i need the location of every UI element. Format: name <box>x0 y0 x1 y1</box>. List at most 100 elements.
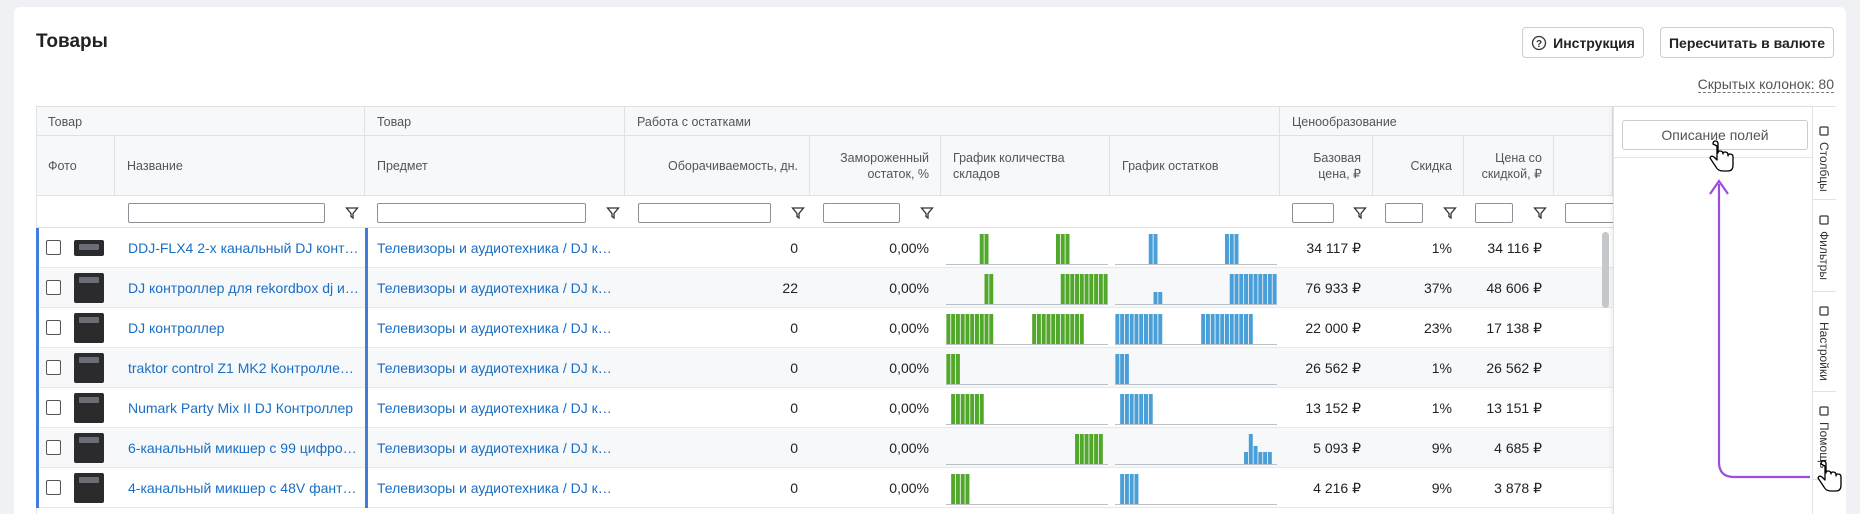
filter-input[interactable] <box>638 203 771 223</box>
row-checkbox[interactable] <box>46 360 61 375</box>
panel-tab[interactable]: Помощь <box>1812 396 1836 480</box>
table-row <box>37 308 1613 348</box>
sparkline <box>1115 234 1277 265</box>
sparkline-bar <box>1115 314 1120 344</box>
panel-tab-label: Настройки <box>1817 322 1831 381</box>
base-price: 5 093 ₽ <box>1313 439 1361 456</box>
sparkline-bar <box>989 314 994 344</box>
frozen-stock: 0,00% <box>889 400 929 416</box>
row-checkbox[interactable] <box>46 480 61 495</box>
product-name[interactable]: 6-канальный микшер с 99 цифро… <box>128 440 357 456</box>
sparkline <box>1115 314 1277 345</box>
filter-input[interactable] <box>377 203 586 223</box>
sparkline-bar <box>1051 314 1056 344</box>
row-checkbox[interactable] <box>46 440 61 455</box>
hidden-columns-link[interactable]: Скрытых колонок: 80 <box>1697 76 1834 93</box>
row-marker <box>365 268 368 308</box>
discount: 23% <box>1423 320 1452 336</box>
filter-icon <box>791 207 805 220</box>
column-header: Оборачиваемость, дн. <box>625 136 810 196</box>
base-price: 13 152 ₽ <box>1305 399 1361 416</box>
filter-icon <box>1353 207 1367 220</box>
sparkline-bar <box>1124 474 1129 504</box>
product-photo <box>74 473 104 503</box>
sparkline-bar <box>1224 234 1229 264</box>
discount: 37% <box>1423 280 1452 296</box>
group-header: Товар <box>36 107 365 136</box>
sparkline-bar <box>1143 394 1148 424</box>
tab-icon <box>1819 306 1829 316</box>
sparkline-bar <box>1134 314 1139 344</box>
sparkline-bar <box>1046 314 1051 344</box>
sparkline-bar <box>1139 314 1144 344</box>
sparkline-bar <box>960 394 965 424</box>
panel-tab[interactable]: Настройки <box>1812 296 1836 392</box>
sparkline-bar <box>955 314 960 344</box>
table-row <box>37 468 1613 508</box>
sparkline-bar <box>1055 234 1060 264</box>
base-price: 26 562 ₽ <box>1305 359 1361 376</box>
row-marker <box>365 468 368 508</box>
sparkline-bar <box>1075 434 1080 464</box>
base-price: 4 216 ₽ <box>1313 479 1361 496</box>
frozen-stock: 0,00% <box>889 360 929 376</box>
product-photo <box>74 393 104 423</box>
base-price: 76 933 ₽ <box>1305 279 1361 296</box>
table-row <box>37 388 1613 428</box>
row-checkbox[interactable] <box>46 320 61 335</box>
product-name[interactable]: DDJ-FLX4 2-х канальный DJ конт… <box>128 240 359 256</box>
row-marker <box>36 268 39 308</box>
filter-icon-shape <box>1443 207 1457 220</box>
sparkline-bar <box>1124 314 1129 344</box>
sparkline-bar <box>1120 354 1125 384</box>
product-name[interactable]: traktor control Z1 MK2 Контролле… <box>128 360 354 376</box>
sparkline-bar <box>1098 274 1103 304</box>
panel-divider <box>1613 157 1812 158</box>
sparkline-bar <box>965 394 970 424</box>
sparkline-bar <box>1239 314 1244 344</box>
turnover: 0 <box>790 440 798 456</box>
sparkline-bar <box>1272 274 1277 304</box>
row-checkbox[interactable] <box>46 240 61 255</box>
product-name[interactable]: DJ контроллер <box>128 320 225 336</box>
filter-input[interactable] <box>1292 203 1334 223</box>
discount-price: 34 116 ₽ <box>1487 239 1542 256</box>
panel-tab-label: Столбцы <box>1817 141 1831 192</box>
filter-icon-shape <box>606 207 620 220</box>
sparkline-bar <box>1134 474 1139 504</box>
filter-input[interactable] <box>128 203 325 223</box>
sparkline-bar <box>1248 434 1253 464</box>
sparkline <box>946 274 1108 305</box>
sparkline-bar <box>1253 274 1258 304</box>
table-row <box>37 428 1613 468</box>
filter-input[interactable] <box>1385 203 1423 223</box>
field-description-button[interactable]: Описание полей <box>1622 120 1808 150</box>
help-button[interactable]: ? Инструкция <box>1522 27 1644 58</box>
sparkline-bar <box>1094 274 1099 304</box>
row-checkbox[interactable] <box>46 280 61 295</box>
page-title: Товары <box>36 31 108 52</box>
sparkline-bar <box>1079 314 1084 344</box>
sparkline-bar <box>1124 354 1129 384</box>
product-name[interactable]: Numark Party Mix II DJ Контроллер <box>128 400 354 416</box>
help-button-label: Инструкция <box>1553 34 1635 51</box>
currency-button[interactable]: Пересчитать в валюте <box>1660 27 1834 58</box>
sparkline-bar <box>1153 234 1158 264</box>
discount-price: 48 606 ₽ <box>1486 279 1542 296</box>
sparkline-bar <box>1234 274 1239 304</box>
column-header: Фото <box>36 136 115 196</box>
panel-tab[interactable]: Фильтры <box>1812 204 1836 292</box>
filter-input[interactable] <box>823 203 900 223</box>
panel-tab[interactable]: Столбцы <box>1812 118 1836 200</box>
row-checkbox[interactable] <box>46 400 61 415</box>
sparkline <box>1115 394 1277 425</box>
frozen-stock: 0,00% <box>889 480 929 496</box>
turnover: 0 <box>790 360 798 376</box>
product-name[interactable]: DJ контроллер для rekordbox dj и… <box>128 280 359 296</box>
sparkline-bar <box>1215 314 1220 344</box>
product-photo-detail <box>79 437 99 443</box>
filter-input[interactable] <box>1475 203 1513 223</box>
sparkline-bar <box>951 354 956 384</box>
product-name[interactable]: 4-канальный микшер с 48V фант… <box>128 480 357 496</box>
sparkline-bar <box>1129 474 1134 504</box>
